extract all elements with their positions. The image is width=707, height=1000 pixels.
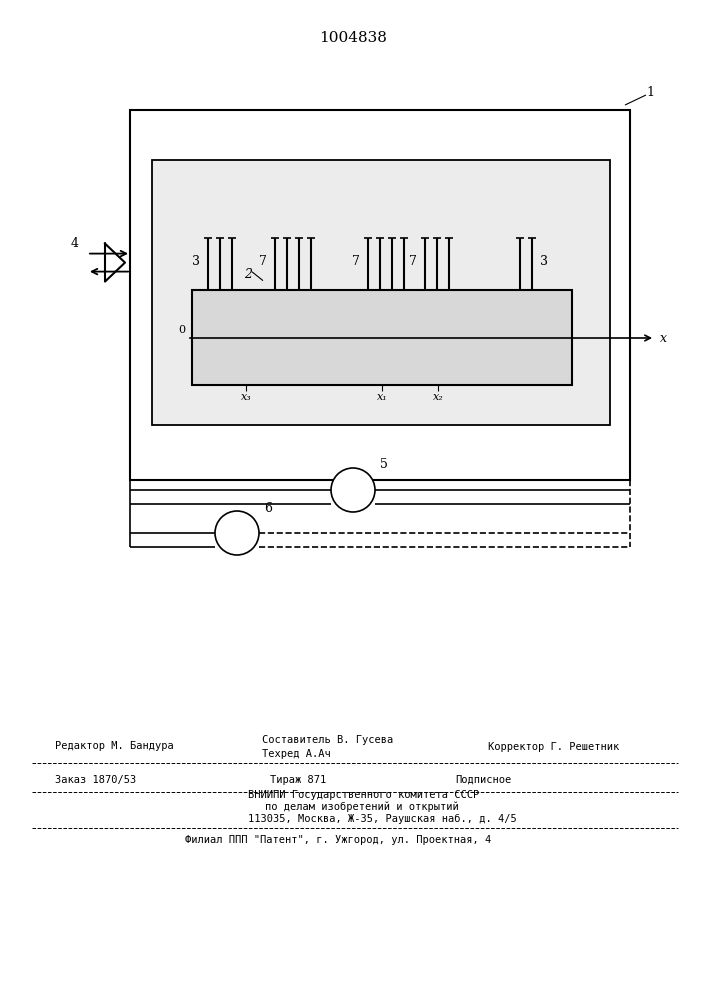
Text: 6: 6 — [264, 502, 272, 514]
Text: V: V — [348, 483, 358, 497]
Text: ВНИИПИ Государственного комитета СССР: ВНИИПИ Государственного комитета СССР — [248, 790, 479, 800]
Text: A: A — [232, 526, 243, 540]
Text: Подписное: Подписное — [455, 775, 511, 785]
Text: 7: 7 — [409, 255, 417, 268]
Text: x₃: x₃ — [240, 392, 252, 402]
Bar — [192, 290, 572, 385]
Text: 113035, Москва, Ж-35, Раушская наб., д. 4/5: 113035, Москва, Ж-35, Раушская наб., д. … — [248, 814, 517, 824]
Text: x: x — [660, 332, 667, 344]
Text: Корректор Г. Решетник: Корректор Г. Решетник — [488, 742, 619, 752]
Text: Филиал ППП "Патент", г. Ужгород, ул. Проектная, 4: Филиал ППП "Патент", г. Ужгород, ул. Про… — [185, 835, 491, 845]
Text: Редактор М. Бандура: Редактор М. Бандура — [55, 741, 174, 751]
Text: 2: 2 — [244, 268, 252, 281]
Text: 7: 7 — [352, 255, 360, 268]
Text: 3: 3 — [192, 255, 200, 268]
Text: Составитель В. Гусева: Составитель В. Гусева — [262, 735, 393, 745]
Text: Техред А.Ач: Техред А.Ач — [262, 749, 331, 759]
Text: x₂: x₂ — [433, 392, 443, 402]
Text: 4: 4 — [71, 237, 79, 250]
Text: 7: 7 — [259, 255, 267, 268]
Text: по делам изобретений и открытий: по делам изобретений и открытий — [265, 802, 459, 812]
Bar — [152, 160, 610, 425]
Text: 1: 1 — [646, 86, 654, 99]
Text: 1004838: 1004838 — [319, 31, 387, 45]
Text: Заказ 1870/53: Заказ 1870/53 — [55, 775, 136, 785]
Text: 0: 0 — [178, 325, 185, 335]
Text: 5: 5 — [380, 458, 388, 472]
Circle shape — [331, 468, 375, 512]
Text: Тираж 871: Тираж 871 — [270, 775, 326, 785]
Text: 3: 3 — [540, 255, 548, 268]
Circle shape — [215, 511, 259, 555]
Text: x₁: x₁ — [377, 392, 387, 402]
Bar — [130, 110, 630, 480]
